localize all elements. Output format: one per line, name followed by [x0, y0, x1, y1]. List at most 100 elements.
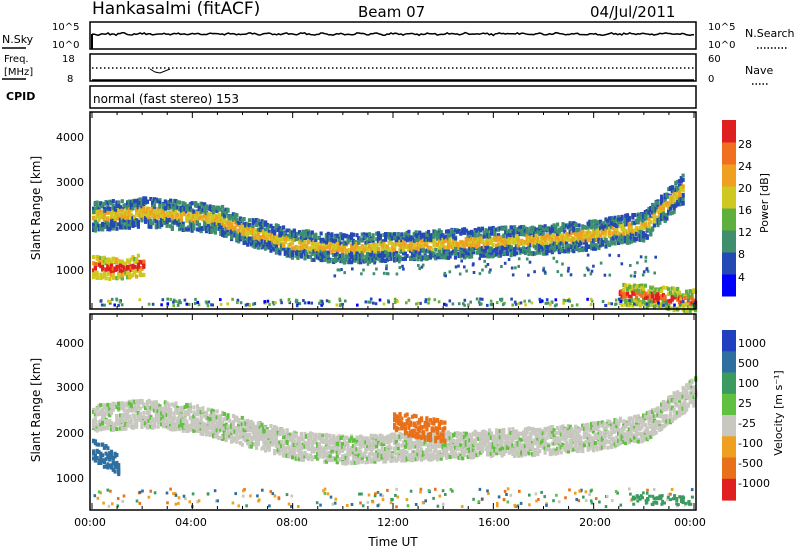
power-cell [481, 269, 484, 272]
power-cell [160, 303, 163, 306]
power-cell [621, 303, 624, 307]
velocity-cell [130, 421, 133, 425]
power-colorbar-segment [722, 120, 736, 143]
power-cell [584, 274, 587, 277]
power-cell [514, 266, 517, 269]
power-cell [146, 200, 149, 204]
power-cell [539, 298, 542, 301]
power-cbar-tick: 4 [738, 271, 745, 284]
power-cell [379, 299, 382, 302]
power-cell [682, 201, 685, 205]
beam-title: Beam 07 [358, 3, 425, 21]
power-cell [685, 290, 688, 294]
power-cell [512, 273, 515, 276]
power-cell [314, 233, 317, 237]
velocity-cell [237, 426, 240, 430]
power-cell [177, 304, 180, 307]
power-cell [330, 233, 333, 237]
power-cell [465, 256, 468, 259]
power-cell [274, 301, 277, 304]
power-cell [646, 236, 649, 240]
power-cell [629, 302, 632, 305]
power-cell [178, 200, 181, 204]
power-cell [445, 304, 448, 307]
power-cell [639, 302, 642, 305]
power-cell [219, 298, 222, 301]
power-cell [383, 303, 386, 306]
power-cell [282, 244, 285, 248]
velocity-cell [117, 402, 120, 406]
velocity-cell [94, 417, 97, 421]
power-cell [221, 205, 224, 209]
power-cell [515, 251, 518, 255]
power-cell [101, 267, 104, 271]
power-cell [194, 302, 197, 305]
power-cell [444, 272, 447, 275]
power-cell [341, 303, 344, 306]
power-cell [321, 300, 324, 303]
power-colorbar-segment [722, 164, 736, 187]
velocity-cell [167, 403, 170, 407]
velocity-cell [192, 405, 195, 409]
power-cell [370, 298, 373, 301]
power-cell [214, 231, 217, 235]
power-cell [396, 300, 399, 303]
power-cell [502, 234, 505, 238]
power-ytick: 2000 [56, 221, 84, 234]
power-cell [618, 254, 621, 257]
power-cell [367, 263, 370, 266]
power-cell [464, 299, 467, 302]
power-cell [152, 303, 155, 306]
power-cell [615, 303, 618, 306]
power-cell [344, 300, 347, 303]
power-cell [527, 274, 530, 277]
power-cell [657, 302, 660, 305]
noise-left-tick-bottom: 10^0 [52, 40, 79, 51]
power-cell [486, 304, 489, 307]
power-cell [488, 271, 491, 274]
freq-label-line2: [MHz] [4, 67, 33, 78]
power-cell [622, 288, 625, 292]
power-cell [678, 193, 681, 197]
power-cell [327, 251, 330, 255]
power-cell [186, 303, 189, 306]
power-cell [96, 201, 99, 205]
power-cell [567, 270, 570, 273]
freq-right-tick-top: 60 [708, 54, 721, 65]
power-cell [396, 273, 399, 276]
power-cell [188, 303, 191, 306]
power-cell [621, 262, 624, 265]
power-cell [458, 302, 461, 305]
freq-panel: Freq. [MHz] 18 8 60 0 Nave [2, 54, 773, 85]
power-cell [496, 301, 499, 304]
power-cell [556, 223, 559, 227]
power-cell [482, 254, 485, 257]
power-data [92, 174, 697, 314]
power-cell [624, 284, 627, 288]
power-cell [487, 263, 490, 266]
power-cell [455, 265, 458, 268]
velocity-cell [142, 411, 145, 415]
nsky-label: N.Sky [2, 33, 34, 46]
power-cell [214, 226, 217, 230]
power-cell [609, 274, 612, 277]
power-cell [510, 298, 513, 301]
power-cell [158, 201, 161, 205]
power-cell [508, 229, 511, 233]
power-cell [336, 304, 339, 307]
power-cell [642, 239, 645, 243]
power-cell [117, 304, 120, 307]
power-cell [649, 220, 652, 224]
power-cell [192, 210, 195, 214]
power-cell [531, 301, 534, 304]
velocity-cell [117, 407, 120, 411]
power-cell [142, 206, 145, 210]
power-cell [502, 303, 505, 306]
power-cell [649, 300, 652, 303]
power-cell [620, 300, 623, 303]
power-cell [431, 247, 434, 251]
power-cell [162, 298, 165, 301]
power-cell [569, 300, 572, 303]
power-cell [662, 207, 665, 211]
power-cell [523, 300, 526, 303]
